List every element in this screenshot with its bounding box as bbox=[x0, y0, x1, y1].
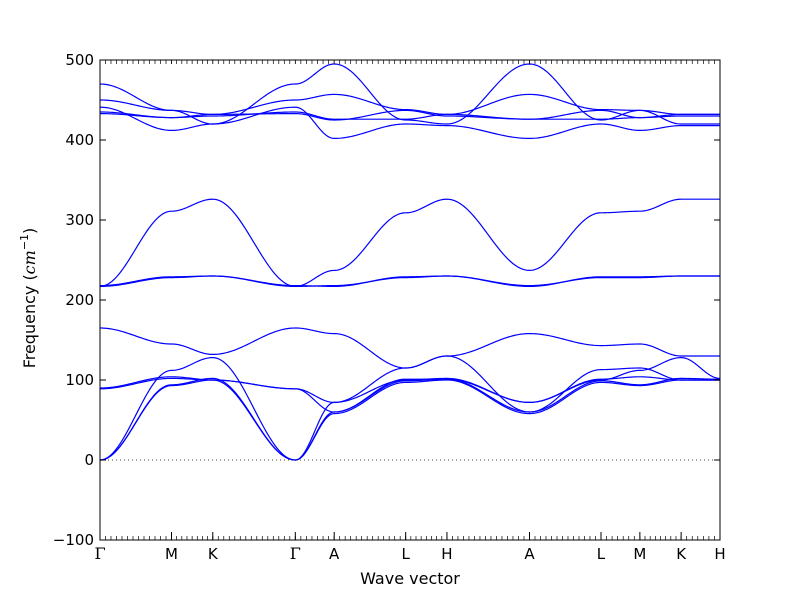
y-tick-label: 0 bbox=[84, 451, 94, 469]
x-tick-label: Γ bbox=[290, 544, 301, 563]
x-tick-label: A bbox=[329, 545, 340, 563]
y-tick-label: 500 bbox=[65, 51, 94, 69]
dispersion-branch bbox=[99, 109, 720, 121]
x-axis-label: Wave vector bbox=[360, 569, 460, 588]
x-tick-label: L bbox=[402, 545, 411, 563]
y-axis-label-text: Frequency ( bbox=[20, 274, 39, 368]
dispersion-branch bbox=[99, 106, 720, 140]
y-axis-label-close: ) bbox=[20, 228, 39, 234]
x-tick-label: H bbox=[441, 545, 452, 563]
y-tick-label: 300 bbox=[65, 211, 94, 229]
y-axis: −100 0 100 200 300 400 500 bbox=[53, 51, 720, 549]
dispersion-curves bbox=[99, 63, 721, 461]
y-axis-label-unit: cm bbox=[20, 250, 39, 274]
dispersion-branch bbox=[99, 379, 720, 461]
y-tick-label: 100 bbox=[65, 371, 94, 389]
x-tick-label: K bbox=[676, 545, 687, 563]
dispersion-branch bbox=[99, 198, 720, 288]
dispersion-branch bbox=[99, 275, 720, 288]
x-tick-label: Γ bbox=[94, 544, 105, 563]
dispersion-branch bbox=[99, 356, 721, 461]
x-tick-label: K bbox=[208, 545, 219, 563]
dispersion-branch bbox=[99, 377, 720, 461]
plot-frame bbox=[99, 59, 721, 541]
y-tick-label: 400 bbox=[65, 131, 94, 149]
dispersion-branch bbox=[99, 327, 720, 413]
dispersion-branch bbox=[99, 93, 720, 116]
x-tick-label: L bbox=[597, 545, 606, 563]
y-axis-label-exponent: −1 bbox=[18, 234, 31, 250]
x-tick-label: M bbox=[165, 545, 178, 563]
y-axis-label: Frequency (cm−1) bbox=[18, 228, 39, 369]
dispersion-branch bbox=[99, 376, 720, 413]
x-tick-label: A bbox=[524, 545, 535, 563]
x-tick-label: M bbox=[633, 545, 646, 563]
y-tick-label: 200 bbox=[65, 291, 94, 309]
dispersion-branch bbox=[99, 275, 720, 287]
y-tick-label: −100 bbox=[53, 531, 94, 549]
x-tick-label: H bbox=[714, 545, 725, 563]
dispersion-branch bbox=[99, 63, 720, 125]
